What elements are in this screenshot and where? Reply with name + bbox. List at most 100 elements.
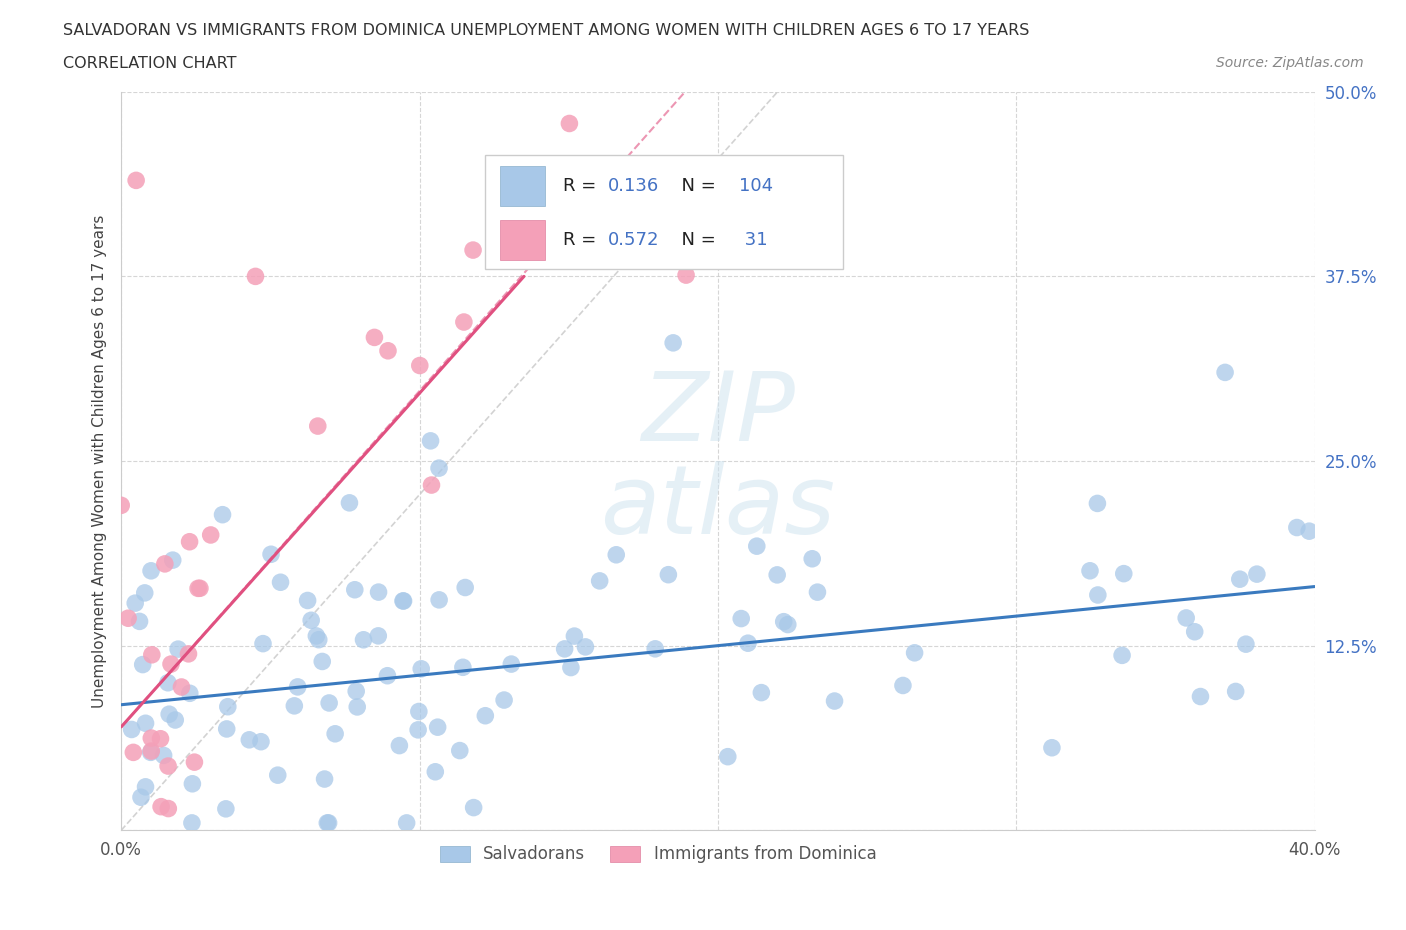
Point bbox=[824, 694, 846, 709]
Point bbox=[772, 614, 794, 629]
Point bbox=[474, 709, 496, 724]
Point bbox=[675, 268, 697, 283]
Point bbox=[117, 611, 139, 626]
Text: N =: N = bbox=[671, 177, 721, 195]
Point bbox=[589, 574, 612, 589]
Point bbox=[1285, 520, 1308, 535]
FancyBboxPatch shape bbox=[485, 154, 844, 269]
Point bbox=[323, 726, 346, 741]
Point bbox=[152, 748, 174, 763]
Point bbox=[420, 478, 443, 493]
Point bbox=[200, 527, 222, 542]
Point bbox=[316, 816, 339, 830]
Point bbox=[187, 581, 209, 596]
Text: atlas: atlas bbox=[600, 461, 835, 554]
Point bbox=[751, 239, 773, 254]
Point bbox=[299, 613, 322, 628]
Point bbox=[287, 680, 309, 695]
Text: ZIP: ZIP bbox=[641, 368, 794, 461]
Text: 0.136: 0.136 bbox=[609, 177, 659, 195]
Point bbox=[181, 777, 204, 791]
Point bbox=[644, 642, 666, 657]
Legend: Salvadorans, Immigrants from Dominica: Salvadorans, Immigrants from Dominica bbox=[433, 839, 883, 870]
Point bbox=[1229, 572, 1251, 587]
Point bbox=[307, 418, 329, 433]
Point bbox=[406, 723, 429, 737]
Point bbox=[153, 556, 176, 571]
Point bbox=[188, 581, 211, 596]
Point bbox=[110, 498, 132, 512]
Point bbox=[141, 647, 163, 662]
Point bbox=[395, 816, 418, 830]
Point bbox=[1112, 566, 1135, 581]
Point bbox=[903, 645, 925, 660]
Point bbox=[657, 567, 679, 582]
Point bbox=[217, 699, 239, 714]
Point bbox=[392, 593, 415, 608]
Point bbox=[558, 116, 581, 131]
Point bbox=[363, 330, 385, 345]
Bar bbox=[499, 166, 546, 206]
Text: Source: ZipAtlas.com: Source: ZipAtlas.com bbox=[1216, 56, 1364, 70]
Point bbox=[1184, 624, 1206, 639]
Point bbox=[419, 433, 441, 448]
Point bbox=[122, 745, 145, 760]
Point bbox=[377, 343, 399, 358]
Point bbox=[245, 269, 267, 284]
Text: CORRELATION CHART: CORRELATION CHART bbox=[63, 56, 236, 71]
Point bbox=[308, 632, 330, 647]
Point bbox=[260, 547, 283, 562]
Point bbox=[662, 336, 685, 351]
Text: 31: 31 bbox=[740, 231, 768, 249]
Point bbox=[1234, 637, 1257, 652]
Point bbox=[1078, 564, 1101, 578]
Point bbox=[745, 538, 768, 553]
Text: R =: R = bbox=[562, 231, 602, 249]
Point bbox=[1111, 648, 1133, 663]
Point bbox=[388, 738, 411, 753]
Y-axis label: Unemployment Among Women with Children Ages 6 to 17 years: Unemployment Among Women with Children A… bbox=[93, 214, 107, 708]
Point bbox=[1246, 566, 1268, 581]
Point bbox=[318, 696, 340, 711]
Point bbox=[751, 685, 773, 700]
Point bbox=[408, 704, 430, 719]
Text: R =: R = bbox=[562, 177, 602, 195]
Point bbox=[283, 698, 305, 713]
Point bbox=[463, 800, 485, 815]
Point bbox=[250, 735, 273, 750]
Point bbox=[454, 580, 477, 595]
Point bbox=[139, 745, 162, 760]
Point bbox=[157, 707, 180, 722]
Point bbox=[167, 642, 190, 657]
Point bbox=[776, 618, 799, 632]
Point bbox=[318, 816, 340, 830]
Point bbox=[139, 564, 162, 578]
Point bbox=[392, 593, 415, 608]
Point bbox=[132, 658, 155, 672]
Point bbox=[267, 768, 290, 783]
Point bbox=[574, 640, 596, 655]
Point bbox=[1087, 588, 1109, 603]
Point bbox=[730, 611, 752, 626]
Point bbox=[183, 755, 205, 770]
Point bbox=[211, 507, 233, 522]
Point bbox=[554, 642, 576, 657]
Point bbox=[353, 632, 375, 647]
Text: 104: 104 bbox=[740, 177, 773, 195]
Point bbox=[494, 693, 516, 708]
Point bbox=[737, 636, 759, 651]
Point bbox=[314, 772, 336, 787]
Point bbox=[425, 764, 447, 779]
Point bbox=[270, 575, 292, 590]
Point bbox=[124, 596, 146, 611]
Point bbox=[1225, 684, 1247, 698]
Point bbox=[346, 699, 368, 714]
Point bbox=[165, 712, 187, 727]
Point bbox=[215, 802, 238, 817]
Point bbox=[134, 586, 156, 601]
Point bbox=[717, 750, 740, 764]
Point bbox=[121, 722, 143, 737]
Point bbox=[426, 720, 449, 735]
Point bbox=[1189, 689, 1212, 704]
Bar bbox=[499, 219, 546, 260]
